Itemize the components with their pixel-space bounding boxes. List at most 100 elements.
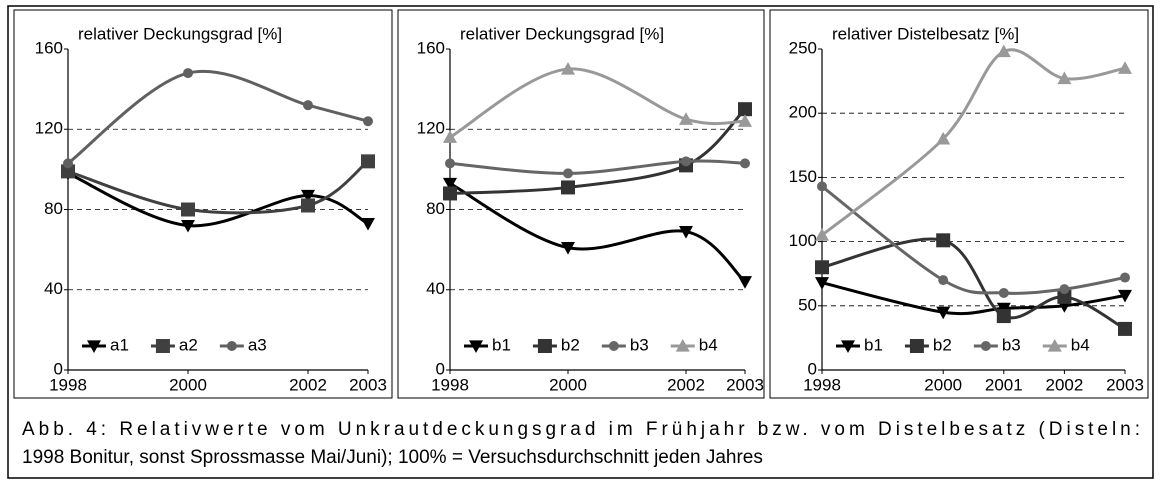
data-point xyxy=(938,275,949,286)
panel-frame xyxy=(13,9,393,399)
data-point xyxy=(738,102,752,117)
data-point xyxy=(996,44,1011,58)
y-tick-label: 160 xyxy=(417,38,445,57)
y-tick-label: 250 xyxy=(789,38,817,57)
x-tick-label: 1998 xyxy=(803,375,841,394)
data-point xyxy=(561,180,575,195)
legend-marker xyxy=(226,341,237,351)
y-tick-label: 40 xyxy=(426,279,445,298)
data-point xyxy=(996,309,1011,324)
data-point xyxy=(1118,289,1132,303)
figure-frame xyxy=(7,5,1154,479)
data-point xyxy=(361,217,375,231)
data-point xyxy=(443,177,457,191)
data-point xyxy=(561,62,575,75)
data-point xyxy=(998,287,1009,298)
y-tick-label: 150 xyxy=(789,167,817,186)
x-tick-label: 2002 xyxy=(1045,375,1083,394)
legend-label: a3 xyxy=(248,335,267,354)
series-line xyxy=(449,182,747,283)
legend-label: a1 xyxy=(110,335,129,354)
data-point xyxy=(443,130,457,143)
series-line xyxy=(821,185,1126,295)
series-line xyxy=(67,70,369,165)
y-tick-label: 200 xyxy=(789,103,817,122)
legend-label: b4 xyxy=(1071,335,1090,354)
y-tick-label: 0 xyxy=(808,359,817,378)
y-tick-label: 80 xyxy=(426,199,445,218)
data-point xyxy=(1057,71,1072,85)
y-tick-label: 80 xyxy=(44,199,63,218)
data-point xyxy=(1059,284,1070,295)
series-line xyxy=(67,172,369,228)
data-point xyxy=(61,164,75,179)
data-point xyxy=(681,156,691,167)
x-tick-label: 2003 xyxy=(1106,375,1144,394)
data-point xyxy=(738,114,752,127)
data-point xyxy=(738,276,752,289)
series-line xyxy=(449,108,747,195)
chart-title: relativer Distelbesatz [%] xyxy=(832,24,1019,43)
data-point xyxy=(445,158,455,169)
y-tick-label: 0 xyxy=(54,359,63,378)
data-point xyxy=(936,233,951,248)
y-tick-label: 0 xyxy=(436,359,445,378)
caption: Abb. 4: Relativwerte vom Unkrautdeckungs… xyxy=(22,419,1140,440)
data-point xyxy=(1118,321,1132,336)
data-point xyxy=(361,154,375,169)
data-point xyxy=(996,302,1011,316)
legend-label: b4 xyxy=(699,335,718,354)
data-point xyxy=(301,189,315,203)
data-point xyxy=(181,219,195,233)
series-line xyxy=(449,67,746,139)
data-point xyxy=(181,202,195,217)
data-point xyxy=(679,112,693,125)
y-tick-label: 50 xyxy=(798,295,817,314)
legend-marker xyxy=(608,341,619,351)
legend-label: b3 xyxy=(1002,335,1021,354)
legend-marker xyxy=(1047,339,1062,352)
data-point xyxy=(563,168,573,179)
data-point xyxy=(679,225,693,239)
x-tick-label: 2000 xyxy=(169,375,207,394)
legend-label: b3 xyxy=(630,335,649,354)
legend-marker xyxy=(841,340,855,353)
data-point xyxy=(1120,272,1130,283)
data-point xyxy=(63,158,73,169)
legend-label: b1 xyxy=(864,335,883,354)
data-point xyxy=(815,260,829,275)
chart-title: relativer Deckungsgrad [%] xyxy=(78,24,282,43)
y-tick-label: 120 xyxy=(417,119,445,138)
data-point xyxy=(1057,289,1072,304)
x-tick-label: 1998 xyxy=(431,375,469,394)
x-tick-label: 1998 xyxy=(49,375,87,394)
x-tick-label: 2003 xyxy=(726,375,764,394)
data-point xyxy=(936,131,951,145)
data-point xyxy=(740,158,750,169)
data-point xyxy=(936,306,951,320)
data-point xyxy=(443,186,457,201)
x-tick-label: 2000 xyxy=(549,375,587,394)
x-tick-label: 2001 xyxy=(985,375,1023,394)
data-point xyxy=(301,198,315,213)
data-point xyxy=(561,242,575,255)
x-tick-label: 2002 xyxy=(667,375,705,394)
data-point xyxy=(363,116,373,127)
legend-marker xyxy=(980,341,991,351)
legend-marker xyxy=(469,340,483,353)
x-tick-label: 2002 xyxy=(289,375,327,394)
data-point xyxy=(183,68,193,79)
data-point xyxy=(817,181,827,192)
legend-marker xyxy=(675,339,690,352)
caption: 1998 Bonitur, sonst Sprossmasse Mai/Juni… xyxy=(22,447,763,468)
series-line xyxy=(821,48,1126,237)
series-line xyxy=(449,159,746,175)
legend-label: b2 xyxy=(561,335,580,354)
y-tick-label: 160 xyxy=(35,38,63,57)
legend-label: b1 xyxy=(492,335,511,354)
legend-marker xyxy=(537,339,552,353)
legend-marker xyxy=(87,340,101,353)
data-point xyxy=(815,228,829,241)
x-tick-label: 2000 xyxy=(924,375,962,394)
